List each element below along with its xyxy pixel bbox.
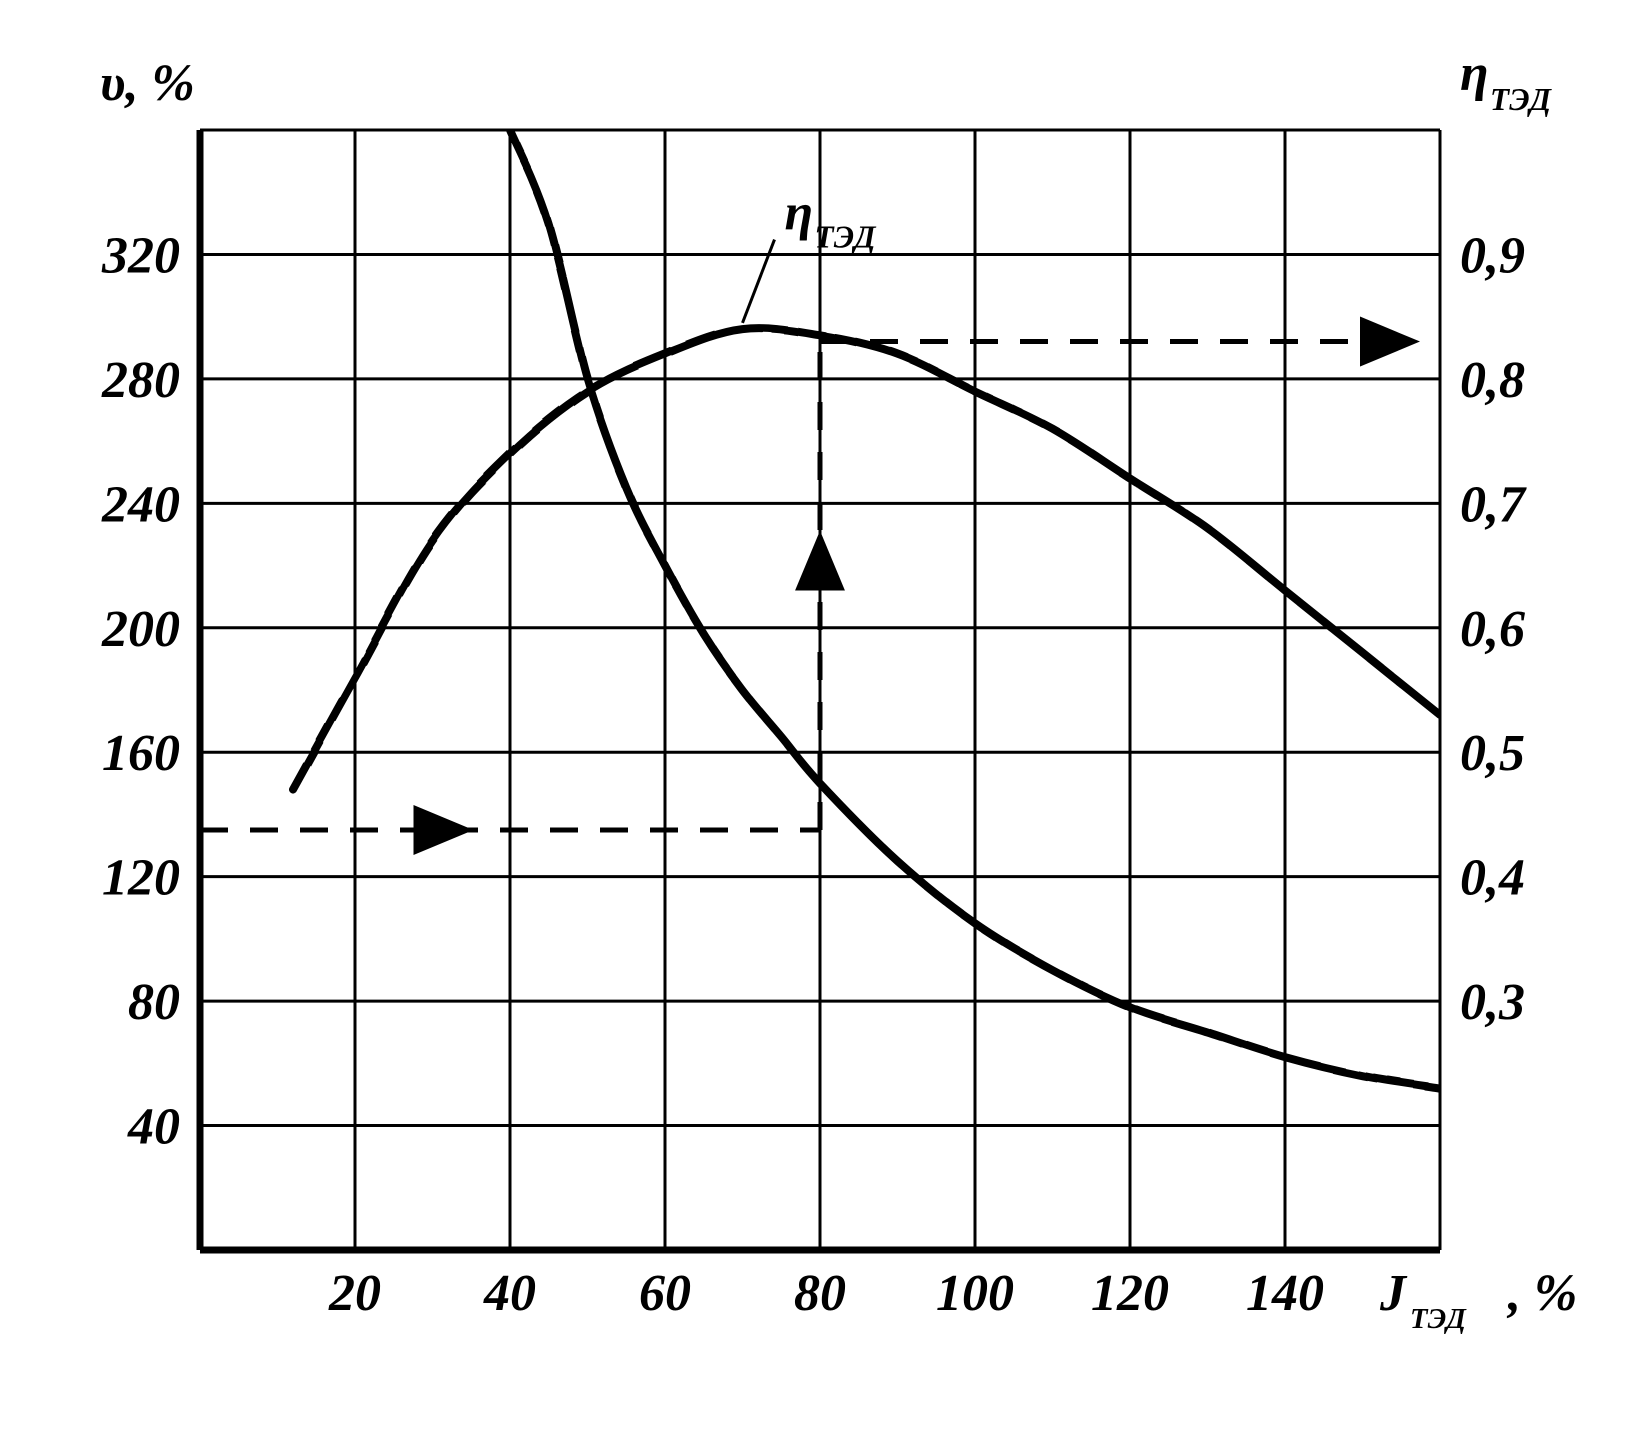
x-axis-label: JТЭД , % (1379, 1265, 1577, 1335)
x-tick-label: 100 (936, 1265, 1014, 1322)
y-left-tick-label: 40 (127, 1099, 180, 1156)
curves (293, 130, 1440, 1088)
y-left-tick-label: 320 (101, 227, 180, 284)
y-right-tick-label: 0,4 (1460, 850, 1525, 907)
y-right-tick-label: 0,6 (1460, 601, 1525, 658)
y-left-tick-label: 200 (101, 601, 180, 658)
y-right-tick-label: 0,3 (1460, 974, 1525, 1031)
y-left-axis-label: υ, % (100, 55, 195, 112)
x-tick-label: 120 (1091, 1265, 1169, 1322)
x-tick-label: 80 (794, 1265, 846, 1322)
labels: 20 40 60 80 100 120 140 40 80 120 160 200 240 280 320 0… (100, 45, 1577, 1335)
svg-text:ТЭД: ТЭД (815, 220, 878, 255)
svg-text:, %: , % (1506, 1265, 1577, 1322)
y-right-tick-label: 0,5 (1460, 725, 1525, 782)
y-right-tick-label: 0,7 (1460, 476, 1527, 533)
y-left-tick-label: 160 (102, 725, 180, 782)
svg-text:η: η (1460, 45, 1489, 102)
x-tick-label: 60 (639, 1265, 691, 1322)
grid (200, 130, 1440, 1250)
svg-text:ТЭД: ТЭД (1490, 82, 1553, 117)
y-left-tick-label: 120 (102, 850, 180, 907)
motor-characteristics-chart: 20 40 60 80 100 120 140 40 80 120 160 200 240 280 320 0… (20, 20, 1624, 1417)
x-tick-label: 20 (328, 1265, 381, 1322)
y-left-tick-label: 240 (101, 476, 180, 533)
svg-text:ТЭД: ТЭД (1410, 1304, 1467, 1335)
y-left-tick-label: 80 (128, 974, 180, 1031)
dashed-indicators (200, 335, 1410, 830)
y-left-tick-label: 280 (101, 352, 180, 409)
y-right-axis-label: ηТЭД (1460, 45, 1553, 117)
y-right-tick-label: 0,8 (1460, 352, 1525, 409)
efficiency-curve (293, 328, 1440, 789)
svg-text:η: η (785, 185, 814, 242)
chart-container: 20 40 60 80 100 120 140 40 80 120 160 200 240 280 320 0… (20, 20, 1624, 1417)
y-right-tick-label: 0,9 (1460, 227, 1525, 284)
svg-text:J: J (1379, 1265, 1408, 1322)
x-tick-label: 40 (483, 1265, 536, 1322)
x-tick-label: 140 (1246, 1265, 1324, 1322)
